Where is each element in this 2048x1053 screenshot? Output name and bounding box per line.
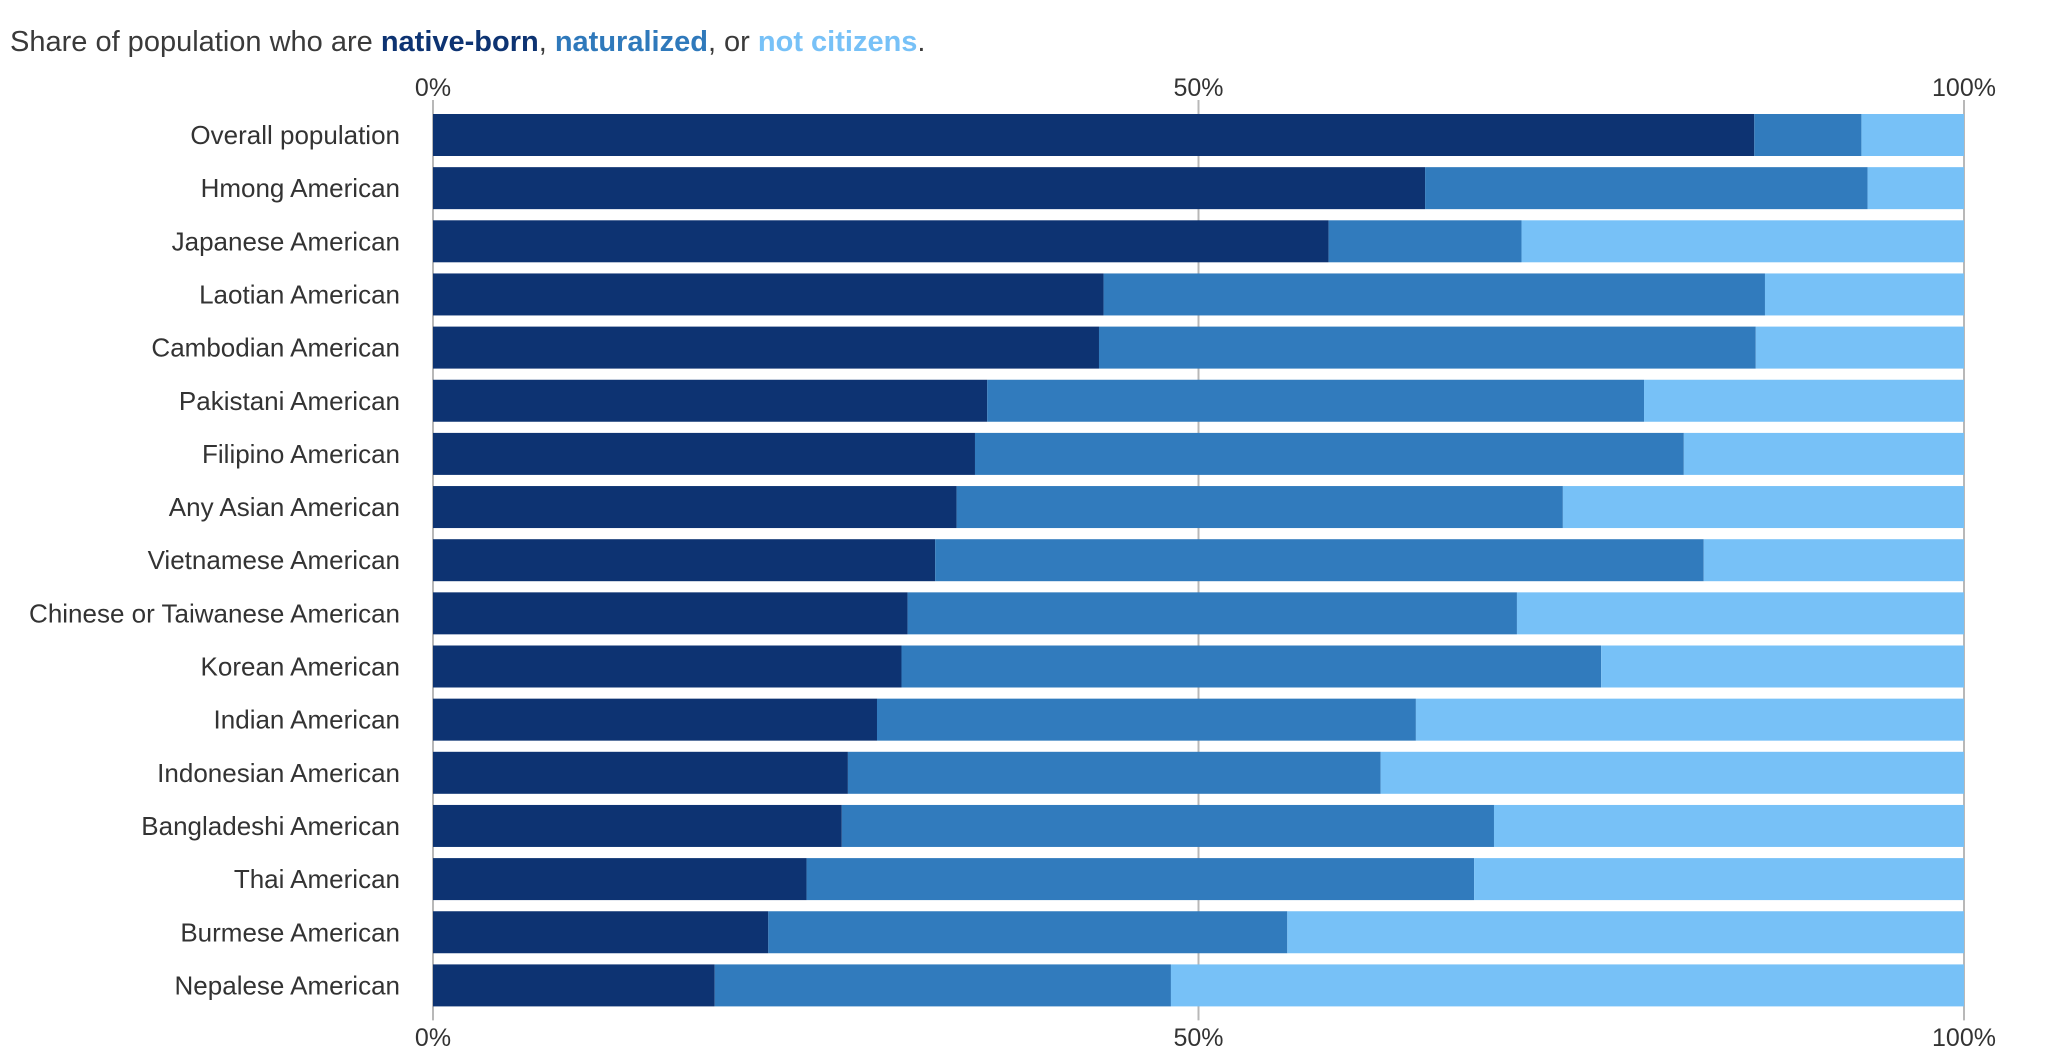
x-tick-label: 0% <box>415 1024 451 1052</box>
bar-naturalized <box>1098 326 1756 369</box>
category-label: Overall population <box>190 120 400 150</box>
bar-not-citizens <box>1644 379 1964 422</box>
title-prefix: Share of population who are <box>10 26 381 58</box>
bar-not-citizens <box>1287 911 1964 954</box>
category-label: Bangladeshi American <box>141 811 400 841</box>
bar-naturalized <box>1425 167 1868 210</box>
bar-not-citizens <box>1703 539 1964 582</box>
bar-native-born <box>433 379 988 422</box>
bar-native-born <box>433 539 936 582</box>
category-label: Indian American <box>214 705 400 735</box>
category-label: Japanese American <box>172 226 400 256</box>
legend-native-born: native-born <box>380 26 539 58</box>
bar-naturalized <box>847 751 1381 794</box>
bar-not-citizens <box>1861 114 1964 156</box>
bar-not-citizens <box>1867 167 1964 210</box>
bar-native-born <box>433 273 1104 316</box>
bar-native-born <box>433 326 1099 369</box>
title-suffix: . <box>917 26 926 58</box>
category-label: Laotian American <box>199 279 400 309</box>
bar-native-born <box>433 751 848 794</box>
legend-not-citizens: not citizens <box>757 26 918 58</box>
category-label: Cambodian American <box>151 333 400 363</box>
category-label: Thai American <box>234 864 400 894</box>
title-separator: , <box>538 26 555 58</box>
bar-naturalized <box>1103 273 1765 316</box>
category-label: Hmong American <box>201 173 400 203</box>
bar-native-born <box>433 645 902 688</box>
bar-not-citizens <box>1516 592 1964 635</box>
bar-not-citizens <box>1683 432 1964 475</box>
bar-naturalized <box>841 804 1494 847</box>
bar-naturalized <box>987 379 1645 422</box>
bar-native-born <box>433 432 975 475</box>
title-separator: , or <box>707 26 758 58</box>
x-tick-label: 50% <box>1173 1024 1223 1052</box>
chart-title: Share of population who are native-born,… <box>10 26 925 59</box>
bar-naturalized <box>974 432 1684 475</box>
legend-naturalized: naturalized <box>554 26 708 58</box>
bar-naturalized <box>876 698 1416 741</box>
bar-native-born <box>433 592 908 635</box>
category-label: Chinese or Taiwanese American <box>29 598 400 628</box>
category-label: Vietnamese American <box>148 545 400 575</box>
bar-naturalized <box>714 964 1171 1007</box>
bar-native-born <box>433 858 807 901</box>
bar-not-citizens <box>1493 804 1964 847</box>
bar-not-citizens <box>1755 326 1964 369</box>
bar-native-born <box>433 804 842 847</box>
bar-naturalized <box>1754 114 1862 156</box>
bar-not-citizens <box>1764 273 1964 316</box>
category-label: Korean American <box>201 652 400 682</box>
x-tick-label: 100% <box>1932 74 1996 102</box>
bar-naturalized <box>901 645 1602 688</box>
bar-not-citizens <box>1380 751 1964 794</box>
bar-not-citizens <box>1170 964 1964 1007</box>
bar-naturalized <box>806 858 1475 901</box>
bar-native-born <box>433 964 715 1007</box>
bar-not-citizens <box>1601 645 1964 688</box>
x-tick-label: 100% <box>1932 1024 1996 1052</box>
bar-not-citizens <box>1521 220 1964 263</box>
bar-native-born <box>433 698 877 741</box>
bar-native-born <box>433 167 1426 210</box>
category-label: Nepalese American <box>175 970 400 1000</box>
bar-naturalized <box>956 486 1563 529</box>
bar-naturalized <box>935 539 1704 582</box>
bar-not-citizens <box>1474 858 1964 901</box>
bar-not-citizens <box>1415 698 1964 741</box>
x-tick-label: 50% <box>1173 74 1223 102</box>
bar-naturalized <box>907 592 1517 635</box>
bar-naturalized <box>1328 220 1522 263</box>
category-label: Pakistani American <box>179 386 400 416</box>
category-label: Burmese American <box>180 917 400 947</box>
bar-naturalized <box>768 911 1288 954</box>
x-tick-label: 0% <box>415 74 451 102</box>
bar-native-born <box>433 911 769 954</box>
bar-native-born <box>433 220 1329 263</box>
bar-native-born <box>433 114 1755 156</box>
bar-native-born <box>433 486 957 529</box>
category-label: Indonesian American <box>157 758 400 788</box>
category-label: Any Asian American <box>169 492 400 522</box>
bar-not-citizens <box>1562 486 1964 529</box>
category-label: Filipino American <box>202 439 400 469</box>
